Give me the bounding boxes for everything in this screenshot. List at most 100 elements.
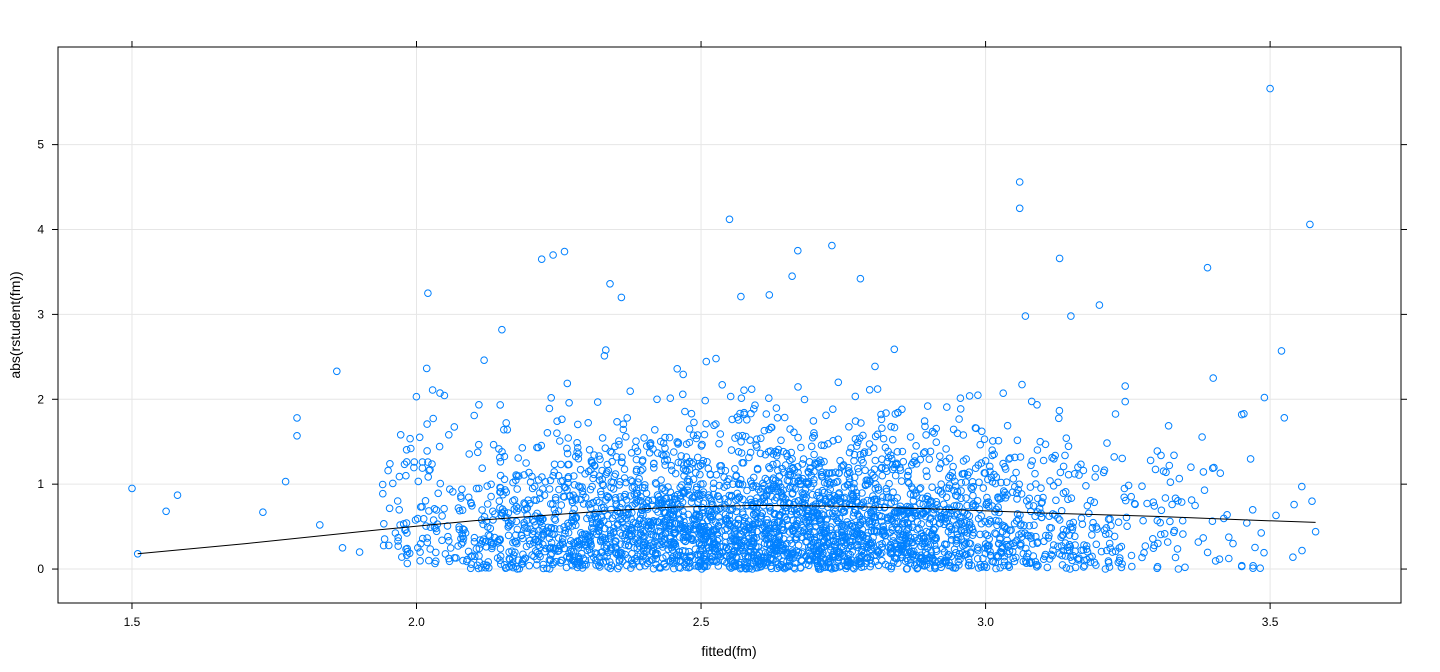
data-point [414, 477, 423, 486]
data-point [659, 531, 667, 539]
data-point [526, 540, 534, 549]
data-point [668, 466, 676, 475]
data-point [929, 555, 938, 563]
data-point [777, 489, 786, 497]
data-point [1030, 521, 1038, 530]
data-point [1046, 523, 1054, 532]
data-point [416, 557, 424, 565]
data-point [1166, 478, 1175, 487]
data-point [1088, 531, 1096, 539]
data-point [891, 519, 899, 528]
data-point [519, 550, 527, 559]
data-point [835, 469, 844, 477]
data-point [952, 539, 961, 548]
data-point [638, 483, 647, 492]
data-point [675, 547, 684, 556]
data-point [897, 533, 905, 541]
data-point [779, 447, 788, 456]
data-point [588, 459, 597, 467]
data-point [613, 520, 622, 528]
data-point [894, 559, 902, 568]
data-point [846, 550, 855, 559]
data-point [458, 506, 467, 515]
data-point [650, 459, 658, 468]
data-point [852, 492, 861, 501]
data-point [1140, 549, 1148, 557]
data-point [423, 538, 432, 547]
data-point [1017, 490, 1026, 498]
data-point [690, 418, 698, 427]
data-point [1057, 533, 1065, 541]
data-point [504, 531, 513, 540]
data-point [853, 510, 862, 518]
data-point [1064, 495, 1072, 504]
data-point [935, 464, 944, 473]
data-point [627, 476, 635, 485]
data-point [1289, 553, 1297, 562]
data-point [786, 557, 794, 566]
data-point [789, 526, 797, 534]
y-tick-label: 2 [37, 392, 44, 406]
data-point [648, 555, 657, 564]
data-point [873, 498, 881, 506]
data-point [708, 529, 716, 538]
data-point [697, 491, 705, 500]
data-point [509, 497, 517, 505]
data-point [850, 564, 858, 573]
data-point [608, 448, 616, 457]
data-point [521, 554, 529, 563]
data-point [650, 464, 658, 472]
data-point [820, 488, 828, 497]
data-point [753, 494, 761, 502]
data-point [810, 467, 818, 476]
data-point [883, 457, 892, 466]
data-point [510, 496, 519, 504]
data-point [854, 468, 863, 476]
data-point [768, 492, 776, 501]
data-point [475, 440, 483, 449]
data-point [932, 424, 941, 433]
data-point [410, 463, 418, 472]
data-point [942, 493, 951, 502]
data-point [680, 522, 689, 530]
data-point [788, 549, 797, 558]
data-point [1015, 480, 1024, 489]
data-point [807, 551, 815, 559]
data-point [422, 522, 430, 530]
data-point [925, 455, 934, 464]
data-point [703, 529, 711, 538]
data-point [716, 504, 725, 512]
data-point [612, 453, 621, 461]
data-point [891, 471, 900, 480]
data-point [1066, 523, 1075, 532]
data-point [637, 466, 645, 475]
data-point [394, 537, 402, 545]
data-point [834, 378, 843, 387]
data-point [829, 509, 837, 518]
data-point [520, 499, 528, 507]
data-point [951, 482, 960, 490]
data-point [398, 553, 406, 561]
data-point [1103, 546, 1111, 555]
data-point [708, 552, 717, 561]
data-point [736, 564, 745, 573]
data-point [402, 458, 411, 466]
data-point [496, 471, 505, 480]
data-point [976, 530, 984, 539]
data-point [772, 404, 781, 412]
data-point [878, 471, 887, 480]
data-point [737, 530, 746, 539]
data-point [395, 472, 404, 481]
data-point [525, 499, 534, 508]
data-point [942, 558, 950, 567]
data-point [945, 558, 953, 567]
data-point [444, 532, 452, 541]
data-point [598, 434, 607, 442]
data-point [659, 554, 667, 562]
data-point [1092, 561, 1100, 569]
data-point [599, 481, 608, 490]
data-point [636, 525, 645, 534]
data-point [1311, 527, 1320, 536]
data-point [630, 482, 639, 491]
data-point [424, 458, 432, 466]
